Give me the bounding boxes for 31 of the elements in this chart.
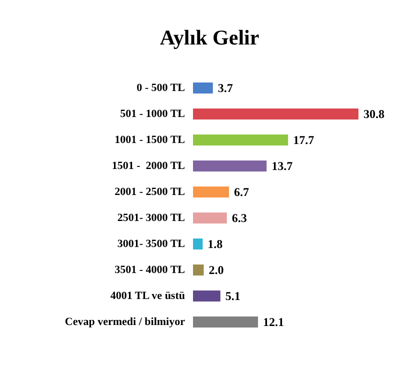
bar bbox=[193, 108, 358, 120]
y-tick-label: 3501 - 4000 TL bbox=[114, 264, 185, 276]
bar bbox=[193, 316, 258, 328]
bar bbox=[193, 134, 288, 146]
data-label: 17.7 bbox=[293, 133, 314, 147]
bar bbox=[193, 290, 220, 302]
bar bbox=[193, 160, 267, 172]
y-tick-label: 501 - 1000 TL bbox=[120, 108, 185, 120]
data-label: 6.3 bbox=[232, 211, 247, 225]
data-label: 30.8 bbox=[363, 107, 384, 121]
y-tick-label: Cevap vermedi / bilmiyor bbox=[64, 316, 186, 328]
data-label: 12.1 bbox=[262, 315, 284, 329]
y-tick-label: 1501 - 2000 TL bbox=[112, 160, 185, 172]
bar bbox=[193, 264, 204, 276]
y-tick-label: 2001 - 2500 TL bbox=[114, 186, 185, 198]
y-tick-label: 1001 - 1500 TL bbox=[114, 134, 185, 146]
bar bbox=[193, 212, 227, 224]
bar bbox=[193, 82, 213, 94]
y-tick-label: 4001 TL ve üstü bbox=[110, 290, 185, 302]
data-label: 1.8 bbox=[208, 237, 223, 251]
data-label: 13.7 bbox=[272, 159, 293, 173]
y-tick-label: 0 - 500 TL bbox=[136, 82, 185, 94]
data-label: 3.7 bbox=[218, 81, 233, 95]
data-label: 6.7 bbox=[234, 185, 249, 199]
y-tick-label: 2501- 3000 TL bbox=[117, 212, 185, 224]
bar bbox=[193, 238, 203, 250]
chart-title: Aylık Gelir bbox=[160, 26, 260, 50]
data-label: 5.1 bbox=[225, 289, 240, 303]
bar bbox=[193, 186, 229, 198]
y-tick-label: 3001- 3500 TL bbox=[117, 238, 185, 250]
data-label: 2.0 bbox=[208, 263, 224, 277]
